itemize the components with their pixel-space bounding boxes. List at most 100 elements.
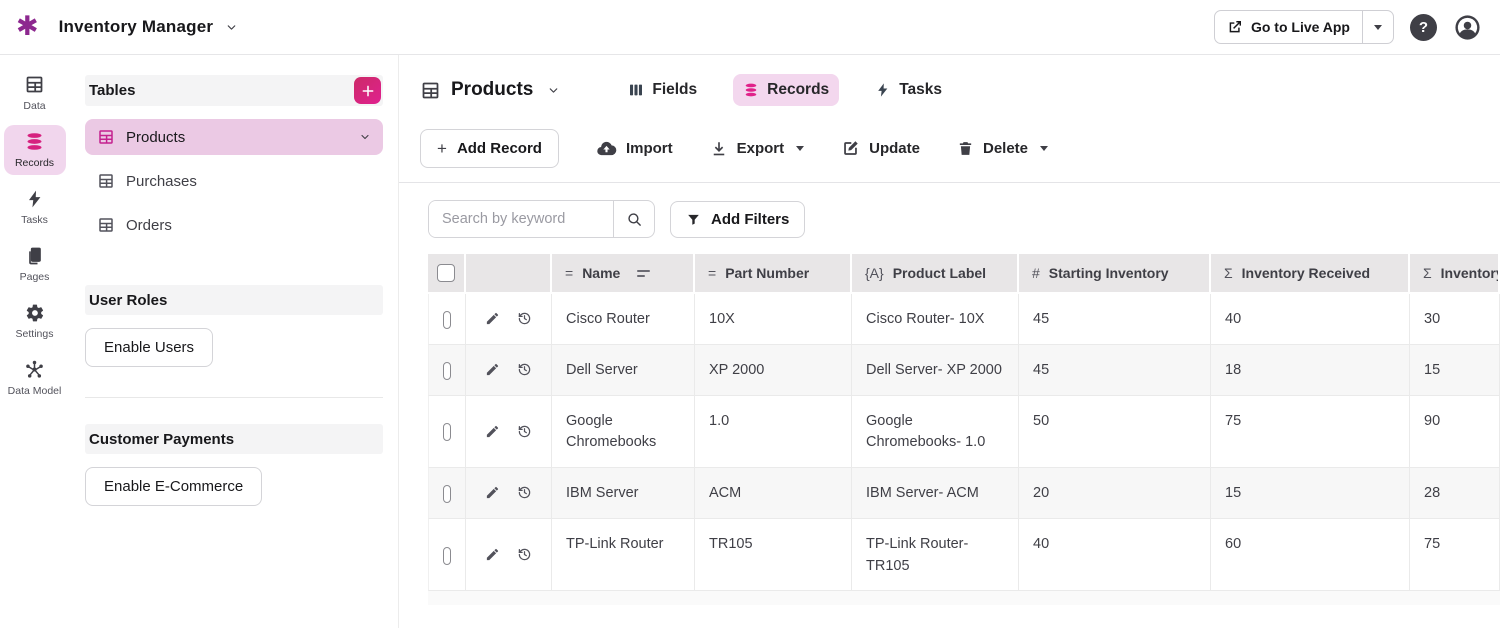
- go-to-live-app-split-button: Go to Live App: [1213, 10, 1394, 44]
- row-checkbox[interactable]: [443, 361, 451, 380]
- export-button[interactable]: Export: [710, 140, 805, 158]
- lightning-icon: [875, 82, 891, 98]
- sum-icon: Σ: [1224, 265, 1233, 281]
- record-history-button[interactable]: [517, 424, 532, 439]
- update-button[interactable]: Update: [841, 139, 920, 158]
- delete-button[interactable]: Delete: [957, 140, 1049, 157]
- go-to-live-app-label: Go to Live App: [1250, 19, 1350, 35]
- select-all-checkbox[interactable]: [437, 264, 455, 282]
- tab-fields[interactable]: Fields: [618, 74, 707, 106]
- history-clock-icon: [518, 425, 531, 437]
- rail-item-records[interactable]: Records: [3, 125, 66, 175]
- add-record-button[interactable]: + Add Record: [420, 129, 559, 168]
- rail-item-pages[interactable]: Pages: [4, 239, 66, 289]
- records-stack-icon: [24, 131, 45, 152]
- pages-icon: [25, 246, 45, 266]
- rail-label: Pages: [19, 270, 50, 283]
- column-header-inventory-received[interactable]: Σ Inventory Received: [1211, 254, 1410, 294]
- object-selector[interactable]: Products: [420, 79, 560, 101]
- app-switcher[interactable]: Inventory Manager: [59, 17, 239, 37]
- chevron-down-icon: [227, 24, 236, 30]
- external-link-icon: [1229, 21, 1241, 33]
- topbar-actions: Go to Live App ?: [1213, 10, 1482, 44]
- go-to-live-app-button[interactable]: Go to Live App: [1215, 11, 1362, 43]
- cell-name: Cisco Router: [552, 294, 695, 345]
- column-header-starting-inventory[interactable]: # Starting Inventory: [1019, 254, 1211, 294]
- rail-item-data-model[interactable]: Data Model: [4, 353, 66, 403]
- cell-starting-inventory: 40: [1019, 518, 1211, 592]
- edit-record-button[interactable]: [485, 424, 500, 439]
- tab-records[interactable]: Records: [733, 74, 840, 106]
- go-to-live-app-dropdown[interactable]: [1362, 11, 1393, 43]
- pencil-icon: [486, 364, 499, 376]
- record-history-button[interactable]: [517, 311, 532, 326]
- cell-starting-inventory: 20: [1019, 468, 1211, 519]
- header-checkbox-cell: [428, 254, 466, 294]
- help-button[interactable]: ?: [1410, 13, 1437, 41]
- user-roles-header-title: User Roles: [89, 291, 168, 309]
- plus-icon: [362, 85, 373, 96]
- cell-inventory: 28: [1410, 468, 1500, 519]
- records-stack-icon: [743, 82, 759, 98]
- text-formula-icon: {A}: [865, 265, 884, 281]
- edit-record-button[interactable]: [485, 311, 500, 326]
- row-checkbox[interactable]: [443, 546, 451, 565]
- record-history-button[interactable]: [517, 485, 532, 500]
- pencil-icon: [486, 425, 499, 437]
- record-history-button[interactable]: [517, 362, 532, 377]
- table-icon: [97, 172, 115, 190]
- add-filters-label: Add Filters: [711, 210, 790, 228]
- rail-label: Data: [23, 100, 46, 112]
- search-button[interactable]: [613, 201, 654, 237]
- cell-product-label: Cisco Router- 10X: [852, 294, 1019, 345]
- toolbar-divider: [399, 182, 1500, 183]
- row-checkbox[interactable]: [443, 484, 451, 503]
- enable-ecommerce-button[interactable]: Enable E-Commerce: [85, 467, 263, 506]
- cell-inventory-received: 18: [1211, 344, 1410, 396]
- table-item-purchases[interactable]: Purchases: [85, 163, 383, 199]
- tab-tasks[interactable]: Tasks: [865, 74, 952, 106]
- cell-inventory-received: 60: [1211, 518, 1410, 592]
- import-button[interactable]: Import: [596, 138, 673, 159]
- column-header-inventory[interactable]: Σ Inventory: [1410, 254, 1500, 294]
- table-row: TP-Link Router TR105 TP-Link Router- TR1…: [428, 518, 1500, 592]
- column-header-part-number[interactable]: = Part Number: [695, 254, 852, 294]
- sum-icon: Σ: [1423, 265, 1432, 281]
- row-checkbox[interactable]: [443, 310, 451, 329]
- add-filters-button[interactable]: Add Filters: [670, 200, 806, 238]
- edit-record-button[interactable]: [485, 547, 500, 562]
- cell-inventory: 15: [1410, 344, 1500, 396]
- knack-logo-icon: ✱: [16, 10, 39, 41]
- record-history-button[interactable]: [517, 547, 532, 562]
- sort-ascending-icon[interactable]: [637, 269, 651, 277]
- import-label: Import: [625, 140, 673, 157]
- tables-header-title: Tables: [89, 82, 136, 99]
- object-header: Products Fields Records: [420, 74, 1500, 106]
- short-text-icon: =: [565, 265, 574, 281]
- columns-icon: [628, 82, 644, 98]
- plus-icon: +: [437, 139, 447, 158]
- search-input[interactable]: [429, 201, 613, 237]
- rail-item-data[interactable]: Data: [4, 68, 66, 118]
- table-item-products[interactable]: Products: [85, 119, 383, 155]
- cell-inventory: 90: [1410, 395, 1500, 468]
- account-button[interactable]: [1453, 13, 1482, 42]
- rail-item-tasks[interactable]: Tasks: [4, 182, 66, 232]
- column-header-product-label[interactable]: {A} Product Label: [852, 254, 1019, 294]
- cell-starting-inventory: 45: [1019, 294, 1211, 345]
- edit-record-button[interactable]: [485, 362, 500, 377]
- table-item-label: Orders: [126, 216, 172, 234]
- row-checkbox[interactable]: [443, 423, 451, 442]
- enable-users-button[interactable]: Enable Users: [85, 328, 214, 367]
- add-table-button[interactable]: [354, 77, 381, 104]
- cell-product-label: Google Chromebooks- 1.0: [852, 395, 1019, 468]
- edit-record-button[interactable]: [485, 485, 500, 500]
- cell-inventory-received: 40: [1211, 294, 1410, 345]
- search-group: [428, 200, 655, 238]
- column-header-name[interactable]: = Name: [552, 254, 695, 294]
- table-item-orders[interactable]: Orders: [85, 207, 383, 243]
- rail-item-settings[interactable]: Settings: [4, 296, 66, 346]
- cell-inventory-received: 15: [1211, 468, 1410, 519]
- trash-icon: [957, 140, 974, 157]
- chevron-down-icon: [550, 87, 558, 93]
